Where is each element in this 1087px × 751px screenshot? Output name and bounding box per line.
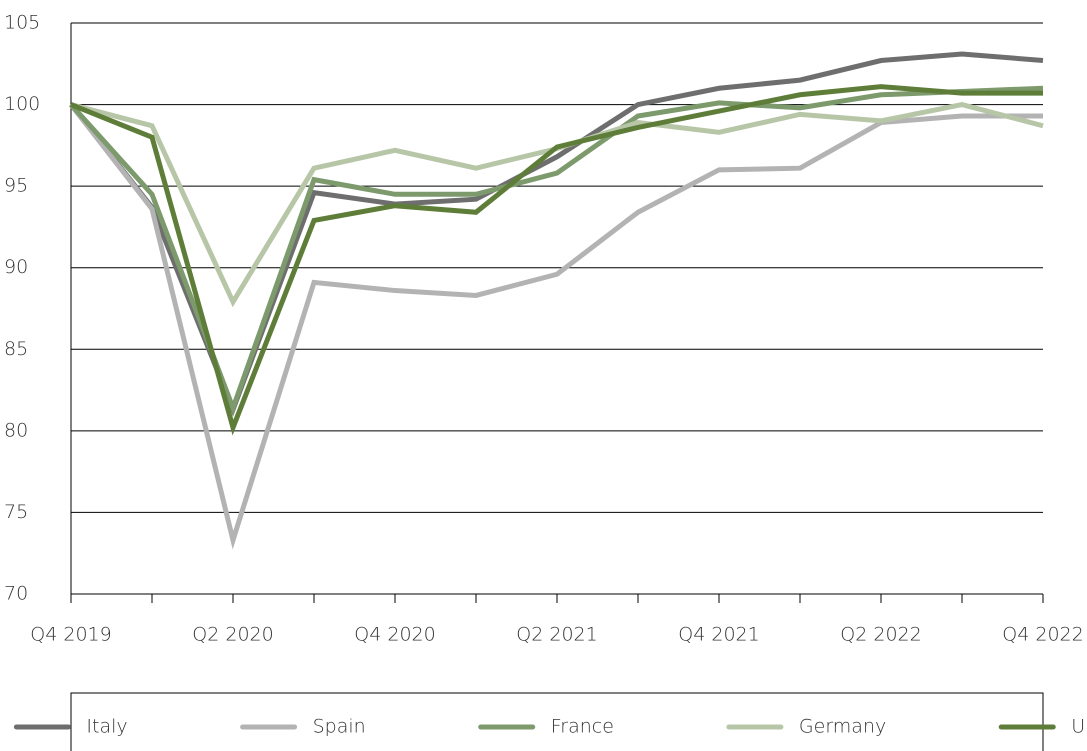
y-tick-label: 105 — [4, 12, 40, 34]
y-tick-label: 70 — [4, 583, 28, 605]
x-tick-label: Q4 2020 — [354, 624, 435, 646]
series-line — [70, 84, 1043, 436]
legend-label: Spain — [313, 716, 366, 738]
x-tick-label: Q2 2020 — [192, 624, 273, 646]
y-tick-label: 85 — [4, 338, 28, 360]
y-tick-label: 95 — [4, 175, 28, 197]
legend-label: Italy — [86, 716, 127, 738]
series-line — [69, 51, 1044, 417]
legend-label: France — [551, 716, 614, 738]
y-tick-label: 100 — [4, 93, 40, 115]
x-tick-label: Q2 2021 — [516, 624, 597, 646]
y-tick-label: 80 — [4, 419, 28, 441]
x-tick-label: Q4 2021 — [678, 624, 759, 646]
x-tick-label: Q4 2022 — [1002, 624, 1083, 646]
x-tick-label: Q2 2022 — [840, 624, 921, 646]
series-line — [69, 85, 1044, 416]
legend-label: Germany — [799, 716, 886, 738]
x-tick-label: Q4 2019 — [30, 624, 111, 646]
y-tick-label: 75 — [4, 501, 28, 523]
y-tick-label: 90 — [4, 256, 28, 278]
legend-label: UK — [1071, 716, 1087, 738]
series-line — [69, 103, 1043, 550]
